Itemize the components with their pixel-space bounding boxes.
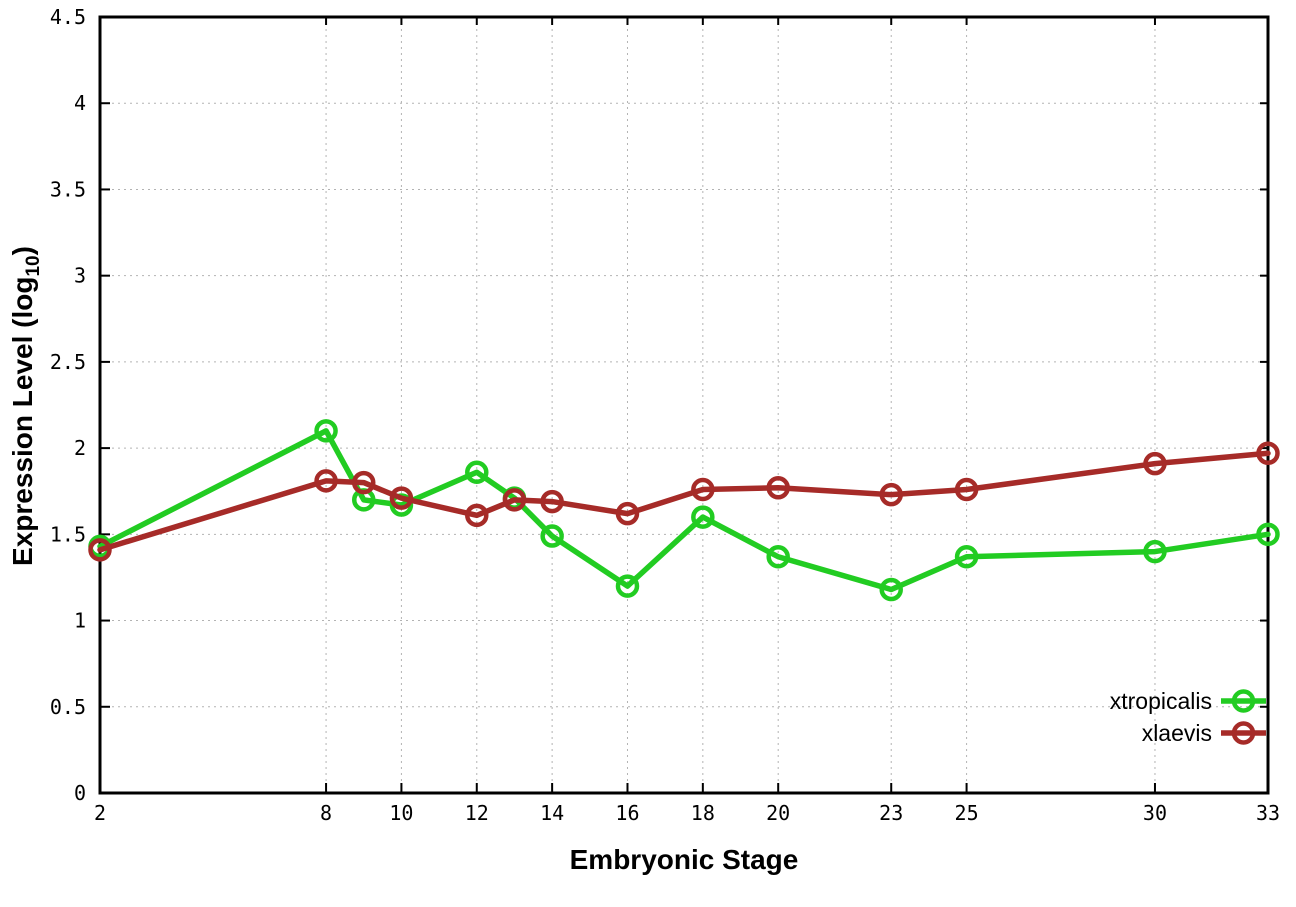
y-axis-title: Expression Level (log10) (7, 246, 45, 566)
y-axis-title-suffix: ) (7, 246, 39, 256)
y-tick-label: 1.5 (50, 522, 86, 546)
x-tick-label: 20 (766, 801, 790, 825)
y-tick-label: 4 (74, 91, 86, 115)
y-tick-label: 0.5 (50, 695, 86, 719)
x-tick-label: 16 (615, 801, 639, 825)
y-tick-label: 4.5 (50, 5, 86, 29)
series-xtropicalis-data-point (314, 419, 338, 443)
y-tick-label: 3 (74, 264, 86, 288)
series-xlaevis-line (97, 450, 1271, 553)
legend-label-xlaevis: xlaevis (1142, 720, 1212, 746)
series-xtropicalis-line (97, 428, 1271, 593)
series-xlaevis-data-point (314, 469, 338, 493)
series-xtropicalis-data-point (879, 577, 903, 602)
series-xlaevis-data-point (766, 476, 790, 500)
series-xlaevis-data-point (1256, 441, 1280, 466)
x-tick-label: 25 (955, 801, 979, 825)
y-tick-label: 2.5 (50, 350, 86, 374)
y-axis-title-subscript: 10 (22, 255, 44, 277)
y-axis-title-text: Expression Level (log (7, 276, 39, 566)
x-tick-label: 14 (540, 801, 564, 825)
series-xlaevis-data-point (502, 488, 527, 512)
series-xlaevis-data-point (88, 538, 112, 562)
series-xtropicalis-data-point (691, 505, 715, 529)
series-xlaevis-data-point (691, 477, 715, 502)
series-xtropicalis-data-point (465, 460, 489, 485)
x-tick-label: 18 (691, 801, 715, 825)
x-tick-label: 33 (1256, 801, 1280, 825)
x-tick-label: 12 (465, 801, 489, 825)
series-xtropicalis-data-point (615, 574, 640, 598)
series-xlaevis-data-point (465, 503, 489, 528)
legend-sample-marker-xtropicalis (1231, 689, 1256, 713)
y-tick-label: 3.5 (50, 177, 86, 201)
series-xlaevis-data-point (954, 477, 979, 502)
x-tick-label: 8 (320, 801, 332, 825)
series-xtropicalis-data-point (540, 524, 564, 548)
y-tick-label: 2 (74, 436, 86, 460)
x-tick-label: 2 (94, 801, 106, 825)
x-tick-label: 23 (879, 801, 903, 825)
series-xtropicalis-data-point (954, 545, 979, 569)
x-tick-label: 10 (389, 801, 413, 825)
y-tick-label: 0 (74, 781, 86, 805)
x-axis-title: Embryonic Stage (569, 844, 799, 875)
legend-label-xtropicalis: xtropicalis (1110, 688, 1212, 714)
series-xlaevis-data-point (540, 489, 564, 514)
series-xlaevis-data-point (879, 482, 903, 507)
series-xtropicalis-data-point (1143, 539, 1167, 564)
series-xlaevis-data-point (615, 501, 640, 526)
series-xlaevis-data-point (351, 470, 376, 495)
series-xtropicalis-data-point (766, 545, 790, 569)
plot-frame (98, 15, 1270, 795)
x-tick-label: 30 (1143, 801, 1167, 825)
series-xtropicalis-data-point (1256, 522, 1280, 547)
series-xlaevis-data-point (389, 486, 414, 510)
series-xlaevis-data-point (1143, 451, 1167, 476)
legend-sample-marker-xlaevis (1231, 721, 1256, 745)
y-tick-label: 1 (74, 609, 86, 633)
